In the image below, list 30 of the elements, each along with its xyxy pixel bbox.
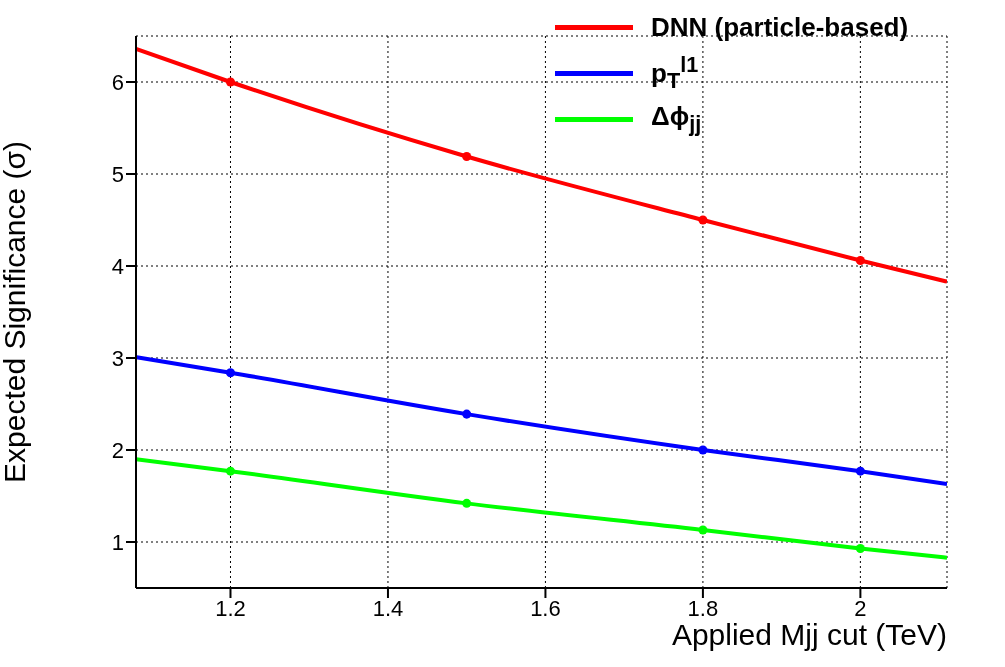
line-series (136, 457, 947, 560)
point (698, 525, 708, 535)
point (855, 543, 865, 553)
legend-label: Δϕ$_{jj}$ (651, 100, 702, 138)
x-axis-title: Applied Mjj cut (TeV) (671, 618, 947, 651)
x-tick-label: 1.6 (530, 595, 561, 621)
x-tick-label: 1.8 (687, 595, 719, 621)
y-tick-label: 6 (111, 69, 124, 95)
point (225, 368, 235, 378)
line-series (136, 46, 947, 284)
point (225, 466, 235, 476)
y-tick-label: 3 (111, 345, 124, 371)
y-tick-label: 2 (111, 437, 124, 463)
y-tick-label: 4 (111, 253, 124, 279)
point (855, 255, 865, 265)
y-tick-label: 5 (111, 161, 124, 187)
y-axis-title: Expected Significance (σ) (0, 140, 31, 484)
point (225, 77, 235, 87)
x-tick-label: 1.2 (215, 595, 246, 621)
x-tick-label: 1.4 (372, 595, 404, 621)
point (462, 409, 472, 419)
legend-label: DNN (particle-based) (651, 11, 909, 43)
point (462, 152, 472, 162)
point (855, 466, 865, 476)
point (698, 445, 708, 455)
point (698, 215, 708, 225)
point (462, 498, 472, 508)
line-series (136, 355, 947, 487)
y-tick-label: 1 (111, 529, 124, 555)
x-tick-label: 2 (854, 595, 867, 621)
